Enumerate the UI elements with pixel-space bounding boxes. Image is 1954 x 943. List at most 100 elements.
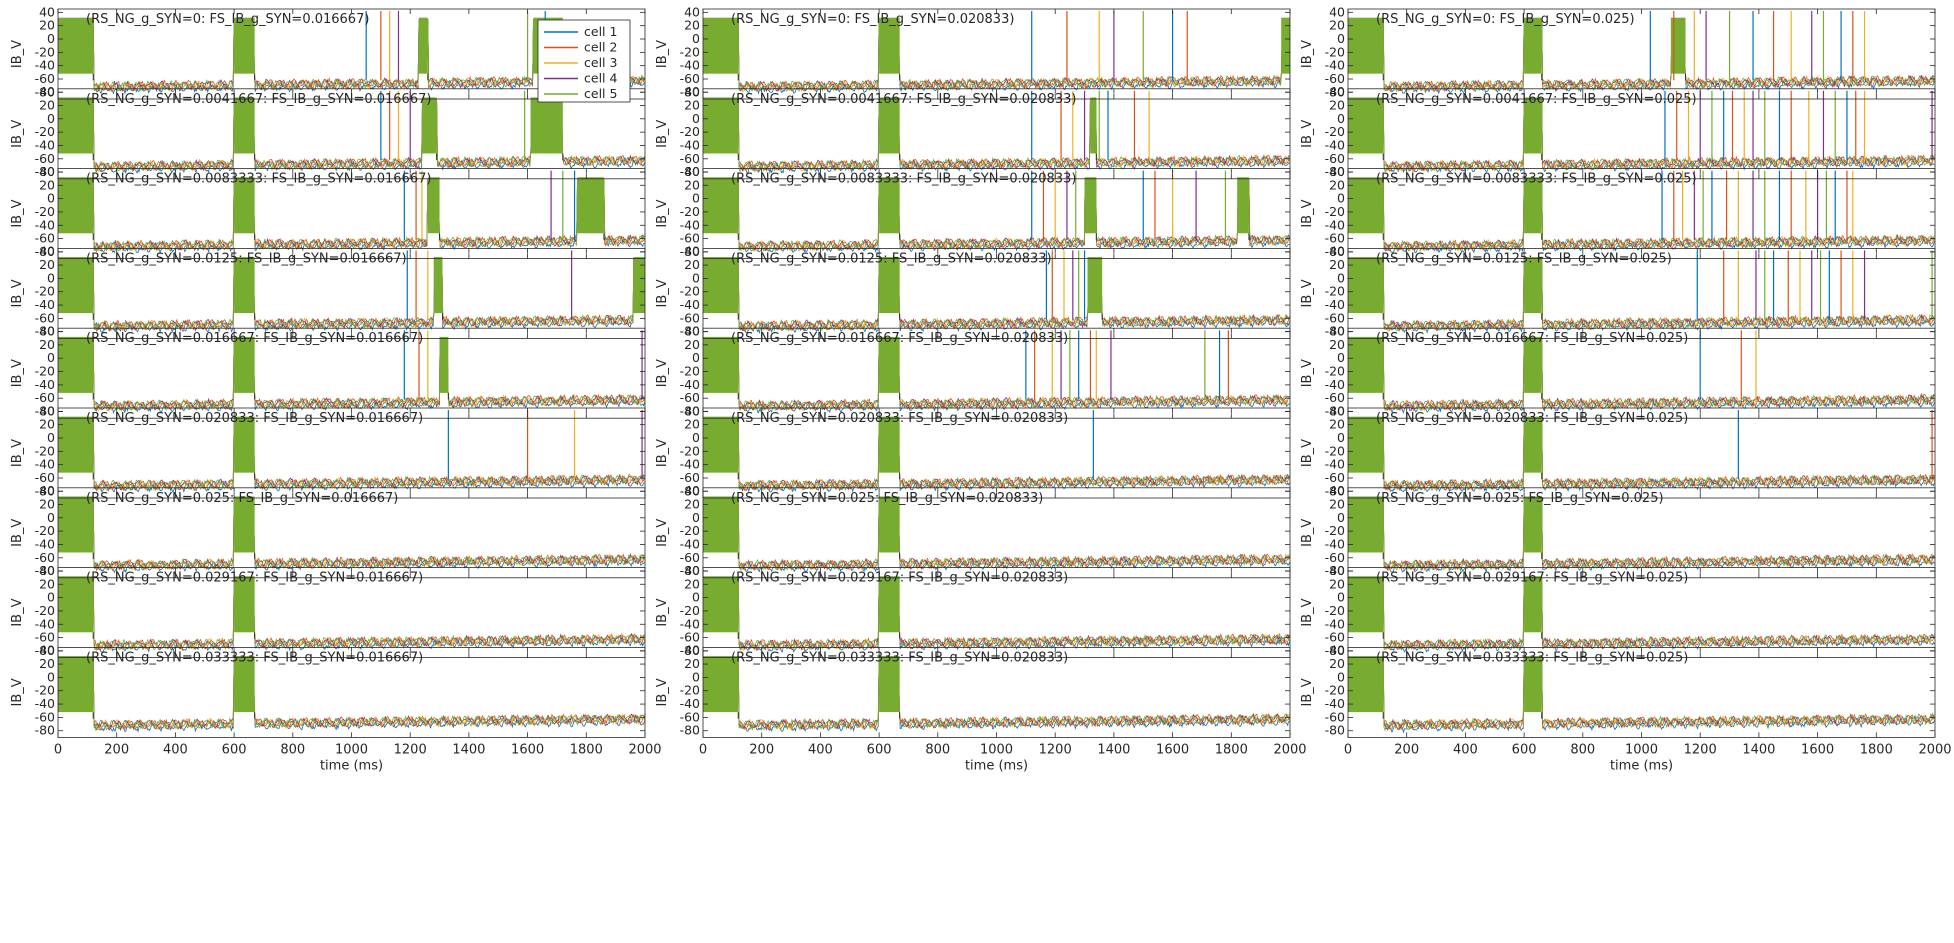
y-tick-label: -20 bbox=[35, 364, 55, 379]
y-tick-label: -20 bbox=[680, 523, 700, 538]
burst-block bbox=[1087, 257, 1103, 314]
panel-title: (RS_NG_g_SYN=0.029167: FS_IB_g_SYN=0.025… bbox=[1376, 571, 1688, 586]
y-tick-label: 0 bbox=[1337, 31, 1345, 46]
y-tick-label: -40 bbox=[35, 457, 55, 472]
trace-cell-3 bbox=[1348, 338, 1935, 412]
y-tick-label: -60 bbox=[35, 550, 55, 565]
x-tick-label: 0 bbox=[54, 742, 62, 757]
y-axis-label: IB_V bbox=[1300, 359, 1315, 387]
burst-block bbox=[1348, 416, 1384, 473]
y-tick-label: -20 bbox=[1325, 443, 1345, 458]
burst-block bbox=[879, 336, 900, 393]
y-axis-label: IB_V bbox=[10, 439, 25, 467]
y-tick-label: -40 bbox=[35, 536, 55, 551]
panel-title: (RS_NG_g_SYN=0: FS_IB_g_SYN=0.016667) bbox=[86, 12, 369, 27]
burst-block bbox=[703, 656, 739, 713]
burst-block bbox=[439, 336, 449, 393]
y-tick-label: 0 bbox=[692, 430, 700, 445]
trace-cell-3 bbox=[58, 577, 645, 651]
burst-block bbox=[1524, 257, 1542, 314]
panel-title: (RS_NG_g_SYN=0.016667: FS_IB_g_SYN=0.020… bbox=[731, 331, 1068, 346]
y-tick-label: 40 bbox=[39, 4, 55, 19]
panel-title: (RS_NG_g_SYN=0.029167: FS_IB_g_SYN=0.016… bbox=[86, 571, 423, 586]
y-axis-label: IB_V bbox=[10, 678, 25, 706]
y-tick-label: -20 bbox=[680, 284, 700, 299]
y-tick-label: 0 bbox=[47, 350, 55, 365]
y-tick-label: 40 bbox=[1329, 324, 1345, 339]
y-axis-label: IB_V bbox=[655, 120, 670, 148]
y-tick-label: 0 bbox=[1337, 350, 1345, 365]
burst-block bbox=[234, 257, 255, 314]
legend-label: cell 2 bbox=[584, 40, 617, 55]
y-tick-label: 40 bbox=[684, 244, 700, 259]
y-axis-label: IB_V bbox=[1300, 519, 1315, 547]
burst-block bbox=[58, 576, 94, 633]
y-tick-label: -80 bbox=[35, 643, 55, 658]
y-tick-label: 0 bbox=[47, 430, 55, 445]
y-tick-label: 40 bbox=[684, 643, 700, 658]
panel-7-1 bbox=[703, 576, 1290, 654]
burst-block bbox=[703, 97, 739, 154]
y-tick-label: 40 bbox=[684, 84, 700, 99]
y-tick-label: -80 bbox=[35, 404, 55, 419]
y-tick-label: -40 bbox=[680, 457, 700, 472]
y-axis-label: IB_V bbox=[655, 40, 670, 68]
trace-cell-4 bbox=[58, 577, 645, 651]
panel-0-2 bbox=[1348, 11, 1935, 95]
x-tick-label: 0 bbox=[1344, 742, 1352, 757]
burst-block bbox=[421, 97, 437, 154]
panel-title: (RS_NG_g_SYN=0.0041667: FS_IB_g_SYN=0.02… bbox=[731, 92, 1076, 107]
y-tick-label: 0 bbox=[692, 191, 700, 206]
burst-block bbox=[1348, 257, 1384, 314]
trace-cell-4 bbox=[703, 258, 1290, 332]
x-tick-label: 400 bbox=[808, 742, 833, 757]
y-tick-label: -80 bbox=[1325, 643, 1345, 658]
panel-5-2 bbox=[1348, 410, 1935, 493]
legend-label: cell 1 bbox=[584, 24, 617, 39]
y-tick-label: -80 bbox=[35, 483, 55, 498]
burst-block bbox=[879, 257, 900, 314]
panel-title: (RS_NG_g_SYN=0.029167: FS_IB_g_SYN=0.020… bbox=[731, 571, 1068, 586]
y-axis-label: IB_V bbox=[1300, 678, 1315, 706]
burst-block bbox=[703, 177, 739, 234]
y-tick-label: -40 bbox=[680, 58, 700, 73]
x-tick-label: 600 bbox=[867, 742, 892, 757]
burst-block bbox=[879, 97, 900, 154]
x-tick-label: 1800 bbox=[1215, 742, 1248, 757]
y-tick-label: 20 bbox=[39, 177, 55, 192]
panel-title: (RS_NG_g_SYN=0.025: FS_IB_g_SYN=0.020833… bbox=[731, 491, 1043, 506]
panel-title: (RS_NG_g_SYN=0.033333: FS_IB_g_SYN=0.025… bbox=[1376, 650, 1688, 665]
panel-title: (RS_NG_g_SYN=0.0083333: FS_IB_g_SYN=0.02… bbox=[1376, 172, 1697, 187]
x-tick-label: 1600 bbox=[1156, 742, 1189, 757]
y-tick-label: 0 bbox=[1337, 669, 1345, 684]
y-tick-label: -40 bbox=[1325, 536, 1345, 551]
panel-1-0 bbox=[58, 90, 645, 175]
y-axis-label: IB_V bbox=[1300, 40, 1315, 68]
y-axis-label: IB_V bbox=[655, 279, 670, 307]
panel-title: (RS_NG_g_SYN=0.033333: FS_IB_g_SYN=0.020… bbox=[731, 650, 1068, 665]
y-tick-label: 20 bbox=[39, 656, 55, 671]
y-tick-label: -20 bbox=[680, 683, 700, 698]
burst-block bbox=[879, 576, 900, 633]
y-axis-label: IB_V bbox=[655, 439, 670, 467]
panel-title: (RS_NG_g_SYN=0.025: FS_IB_g_SYN=0.025) bbox=[1376, 491, 1664, 506]
y-tick-label: -60 bbox=[1325, 550, 1345, 565]
trace-cell-3 bbox=[58, 338, 645, 412]
y-tick-label: 20 bbox=[39, 257, 55, 272]
y-tick-label: 40 bbox=[684, 483, 700, 498]
trace-cell-1 bbox=[703, 98, 1290, 175]
panel-frames bbox=[57, 8, 1936, 738]
trace-cell-4 bbox=[703, 178, 1290, 252]
x-tick-label: 1400 bbox=[1097, 742, 1130, 757]
y-tick-label: 40 bbox=[39, 403, 55, 418]
trace-cell-3 bbox=[703, 258, 1290, 331]
trace-cell-5 bbox=[703, 338, 1290, 412]
y-tick-label: -60 bbox=[1325, 310, 1345, 325]
burst-block bbox=[419, 17, 428, 74]
y-axis-label: IB_V bbox=[1300, 120, 1315, 148]
panel-0-1 bbox=[703, 11, 1290, 95]
y-tick-label: 40 bbox=[684, 563, 700, 578]
y-axis-label: IB_V bbox=[10, 40, 25, 68]
